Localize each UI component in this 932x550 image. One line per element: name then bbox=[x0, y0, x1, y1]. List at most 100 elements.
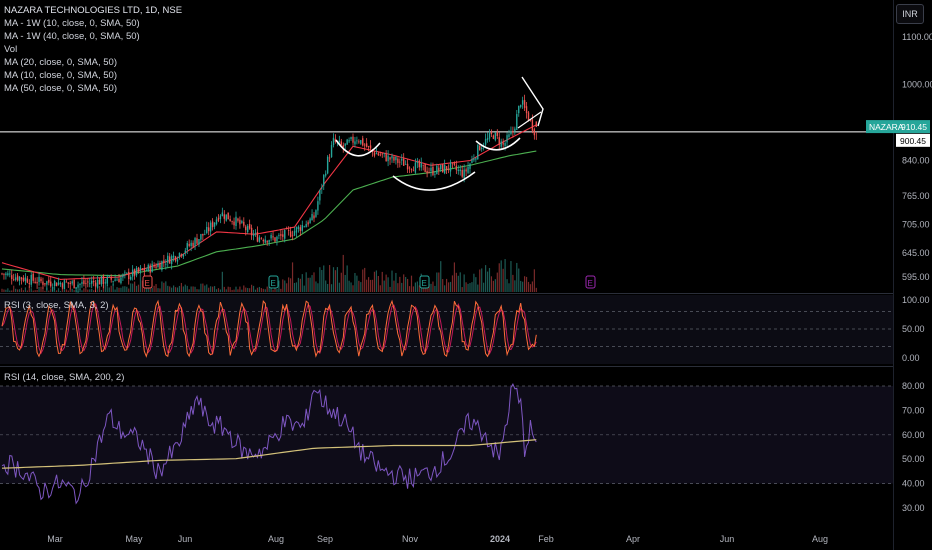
candle-body bbox=[354, 141, 356, 145]
volume-bar bbox=[247, 287, 249, 292]
volume-bar bbox=[188, 289, 190, 292]
volume-bar bbox=[223, 286, 225, 292]
volume-bar bbox=[477, 284, 479, 292]
indicator-label[interactable]: MA (50, close, 0, SMA, 50) bbox=[4, 83, 117, 94]
candle-body bbox=[373, 152, 376, 156]
candle-body bbox=[161, 261, 163, 270]
volume-bar bbox=[262, 288, 264, 292]
volume-bar bbox=[59, 290, 62, 292]
volume-bar bbox=[473, 273, 475, 292]
volume-bar bbox=[155, 284, 157, 292]
volume-bar bbox=[524, 276, 526, 292]
candle-body bbox=[395, 156, 397, 161]
candle-body bbox=[198, 239, 200, 245]
volume-bar bbox=[385, 274, 387, 292]
volume-bar bbox=[535, 287, 537, 292]
volume-bar bbox=[373, 271, 376, 292]
candle-body bbox=[53, 280, 56, 287]
volume-bar bbox=[330, 284, 333, 292]
volume-bar bbox=[239, 286, 241, 292]
volume-bar bbox=[442, 279, 444, 292]
candle-body bbox=[268, 240, 270, 243]
rsi3-tick-label: 0.00 bbox=[902, 353, 920, 363]
candle-body bbox=[467, 166, 469, 173]
candle-body bbox=[428, 171, 430, 173]
rsi14-tick-label: 30.00 bbox=[902, 503, 925, 513]
candle-body bbox=[59, 283, 62, 285]
candle-body bbox=[169, 256, 171, 264]
chart-title[interactable]: NAZARA TECHNOLOGIES LTD, 1D, NSE bbox=[4, 5, 183, 16]
candle-body bbox=[291, 235, 294, 237]
volume-bar bbox=[418, 285, 420, 292]
rsi3-tick-label: 50.00 bbox=[902, 324, 925, 334]
candle-body bbox=[383, 153, 385, 154]
candle-body bbox=[516, 114, 518, 130]
volume-bar bbox=[463, 274, 465, 292]
volume-bar bbox=[184, 284, 186, 292]
volume-bar bbox=[278, 280, 280, 292]
earnings-marker-label: E bbox=[422, 279, 427, 288]
candle-body bbox=[471, 159, 473, 163]
candle-body bbox=[342, 145, 344, 148]
candle-body bbox=[447, 168, 450, 170]
candle-body bbox=[231, 221, 233, 222]
candle-body bbox=[406, 163, 409, 170]
volume-bar bbox=[153, 285, 155, 292]
candle-body bbox=[248, 223, 251, 229]
indicator-label[interactable]: Vol bbox=[4, 44, 18, 55]
volume-bar bbox=[91, 288, 93, 292]
volume-bar bbox=[397, 283, 399, 292]
volume-bar bbox=[7, 288, 9, 292]
volume-bar bbox=[65, 289, 67, 292]
candle-body bbox=[379, 154, 381, 156]
volume-bar bbox=[161, 281, 163, 292]
volume-bar bbox=[393, 280, 395, 292]
volume-bar bbox=[225, 289, 227, 292]
candle-body bbox=[442, 164, 444, 173]
candle-body bbox=[130, 276, 132, 280]
volume-bar bbox=[366, 279, 368, 292]
candle-body bbox=[490, 132, 493, 135]
indicator-label[interactable]: MA - 1W (10, close, 0, SMA, 50) bbox=[4, 18, 140, 29]
candle-body bbox=[397, 158, 399, 163]
triangle-annotation bbox=[517, 111, 542, 129]
volume-bar bbox=[432, 281, 434, 292]
candle-body bbox=[67, 282, 69, 284]
time-tick-label: Sep bbox=[317, 534, 333, 544]
time-tick-label: 2024 bbox=[490, 534, 510, 544]
volume-bar bbox=[514, 280, 516, 292]
volume-bar bbox=[18, 289, 21, 292]
candle-body bbox=[525, 106, 528, 114]
rsi3-pane-label[interactable]: RSI (3, close, SMA, 3, 2) bbox=[4, 300, 109, 311]
rsi14-pane-label[interactable]: RSI (14, close, SMA, 200, 2) bbox=[4, 372, 125, 383]
volume-bar bbox=[243, 285, 245, 292]
volume-bar bbox=[73, 290, 75, 292]
candle-body bbox=[307, 222, 309, 225]
indicator-label[interactable]: MA - 1W (40, close, 0, SMA, 50) bbox=[4, 31, 140, 42]
volume-bar bbox=[354, 272, 356, 292]
candle-body bbox=[75, 287, 77, 289]
volume-bar bbox=[87, 289, 89, 292]
candle-body bbox=[174, 256, 177, 261]
candle-body bbox=[295, 227, 298, 233]
candle-body bbox=[479, 145, 481, 151]
rsi3-line bbox=[1, 299, 537, 358]
currency-button[interactable]: INR bbox=[896, 4, 924, 24]
candle-body bbox=[264, 239, 266, 243]
indicator-label[interactable]: MA (20, close, 0, SMA, 50) bbox=[4, 57, 117, 68]
candle-body bbox=[457, 169, 459, 171]
volume-bar bbox=[249, 288, 251, 292]
candle-body bbox=[391, 155, 393, 159]
volume-bar bbox=[36, 289, 38, 292]
candle-body bbox=[11, 275, 13, 280]
volume-bar bbox=[221, 271, 223, 292]
volume-bar bbox=[118, 287, 120, 292]
candle-body bbox=[338, 140, 341, 143]
candle-body bbox=[393, 156, 395, 161]
candle-body bbox=[172, 255, 175, 258]
volume-bar bbox=[196, 289, 198, 292]
volume-bar bbox=[520, 280, 522, 292]
candle-body bbox=[122, 274, 124, 278]
indicator-label[interactable]: MA (10, close, 0, SMA, 50) bbox=[4, 70, 117, 81]
